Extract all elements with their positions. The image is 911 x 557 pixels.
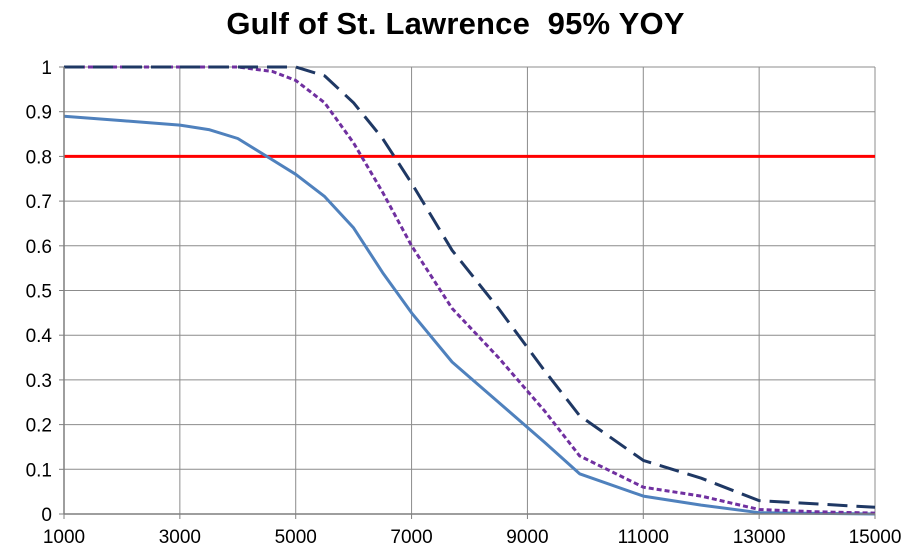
y-tick-label: 0.7 <box>26 192 52 213</box>
y-tick-label: 0.3 <box>26 371 52 392</box>
y-tick-label: 0.6 <box>26 237 52 258</box>
x-tick-label: 9000 <box>506 527 548 548</box>
y-tick-label: 0.4 <box>26 326 53 347</box>
y-tick-label: 0.1 <box>26 460 52 481</box>
x-tick-label: 11000 <box>618 527 669 548</box>
y-tick-label: 1 <box>41 58 52 79</box>
x-tick-label: 7000 <box>390 527 432 548</box>
x-tick-label: 13000 <box>733 527 786 548</box>
series-line-1 <box>63 114 876 516</box>
y-tick-label: 0 <box>41 505 52 526</box>
x-tick-label: 15000 <box>849 527 902 548</box>
x-tick-label: 3000 <box>159 527 201 548</box>
y-tick-label: 0.8 <box>26 147 52 168</box>
x-tick-label: 5000 <box>275 527 317 548</box>
x-tick-label: 1000 <box>43 527 85 548</box>
y-tick-label: 0.2 <box>26 416 52 437</box>
series-line-3 <box>64 65 876 509</box>
grid <box>63 66 876 515</box>
chart-title: Gulf of St. Lawrence 95% YOY <box>226 6 685 41</box>
series-layer <box>63 65 876 516</box>
y-tick-label: 0.9 <box>26 103 52 124</box>
y-tick-label: 0.5 <box>26 282 52 303</box>
